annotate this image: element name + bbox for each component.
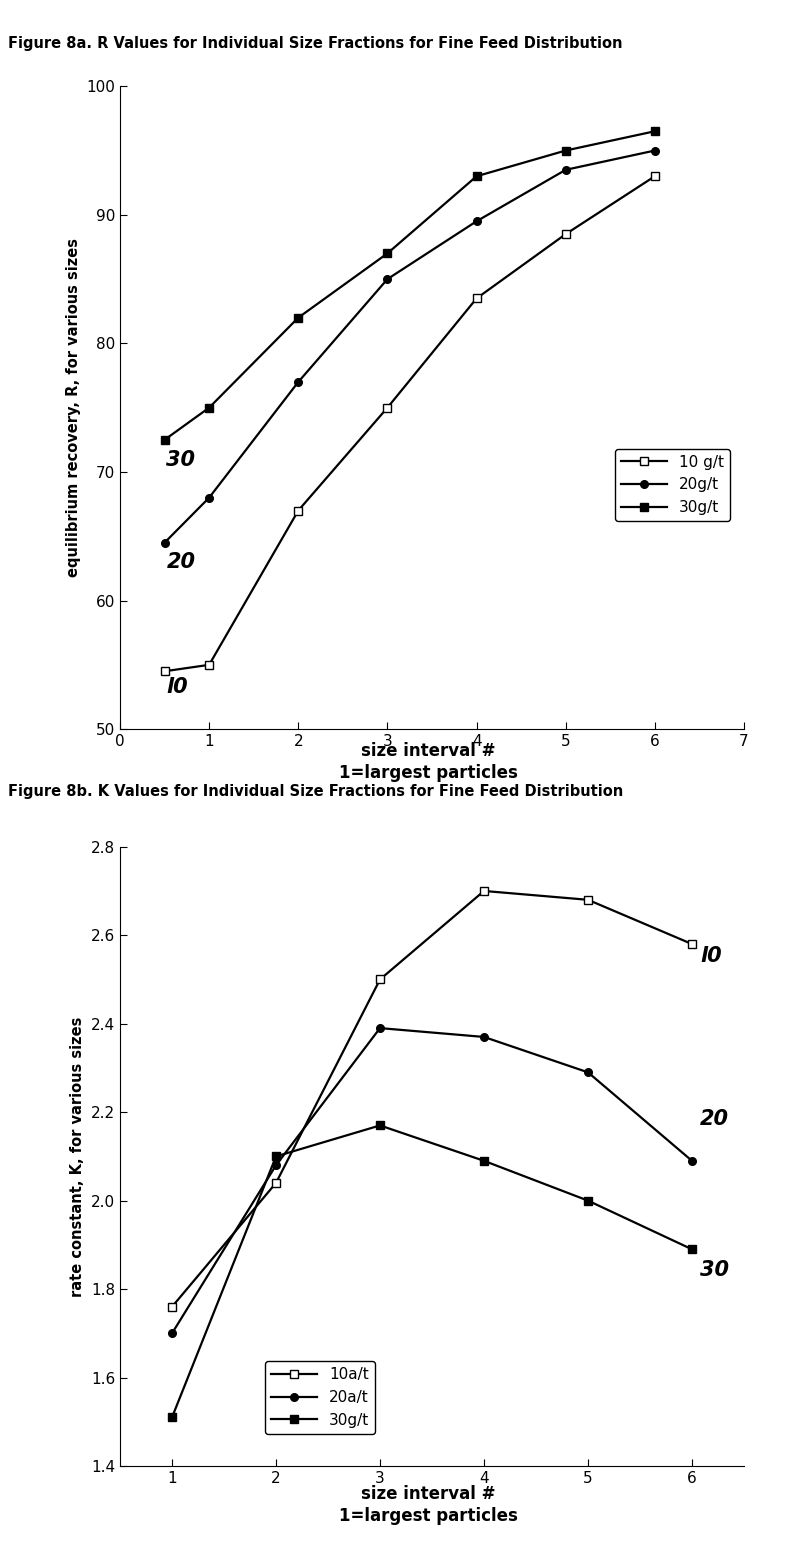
20g/t: [472, 212, 482, 230]
30g/t: [167, 1408, 177, 1427]
Line: 30g/t: 30g/t: [168, 1121, 696, 1421]
30g/t: [561, 141, 570, 160]
Y-axis label: equilibrium recovery, R, for various sizes: equilibrium recovery, R, for various siz…: [66, 238, 81, 577]
10a/t: [583, 891, 593, 909]
Y-axis label: rate constant, K, for various sizes: rate constant, K, for various sizes: [70, 1016, 86, 1297]
20g/t: [382, 270, 392, 289]
Legend: 10 g/t, 20g/t, 30g/t: 10 g/t, 20g/t, 30g/t: [615, 448, 730, 521]
20g/t: [204, 488, 214, 506]
30g/t: [204, 398, 214, 417]
Text: l0: l0: [700, 946, 722, 966]
10 g/t: [650, 166, 660, 185]
Text: 1=largest particles: 1=largest particles: [338, 1507, 518, 1524]
30g/t: [160, 431, 170, 450]
30g/t: [650, 122, 660, 141]
30g/t: [583, 1192, 593, 1210]
20g/t: [294, 373, 303, 392]
20a/t: [583, 1063, 593, 1082]
10a/t: [271, 1173, 281, 1192]
30g/t: [472, 166, 482, 185]
10 g/t: [204, 655, 214, 674]
10a/t: [375, 971, 385, 989]
Line: 10 g/t: 10 g/t: [161, 172, 658, 676]
30g/t: [382, 245, 392, 263]
Line: 10a/t: 10a/t: [168, 887, 696, 1311]
Line: 30g/t: 30g/t: [161, 127, 658, 444]
10 g/t: [561, 224, 570, 243]
30g/t: [271, 1148, 281, 1167]
10 g/t: [472, 289, 482, 307]
10a/t: [687, 935, 697, 953]
Line: 20a/t: 20a/t: [168, 1024, 696, 1338]
Line: 20g/t: 20g/t: [161, 147, 658, 547]
10 g/t: [382, 398, 392, 417]
30g/t: [375, 1116, 385, 1135]
30g/t: [479, 1151, 489, 1170]
Text: 1=largest particles: 1=largest particles: [338, 764, 518, 781]
20a/t: [687, 1151, 697, 1170]
20a/t: [479, 1027, 489, 1046]
Text: l0: l0: [166, 677, 188, 698]
Text: Figure 8a. R Values for Individual Size Fractions for Fine Feed Distribution: Figure 8a. R Values for Individual Size …: [8, 36, 622, 52]
Text: 30: 30: [700, 1259, 730, 1279]
20a/t: [271, 1156, 281, 1174]
Text: size interval #: size interval #: [361, 1485, 495, 1502]
Text: Figure 8b. K Values for Individual Size Fractions for Fine Feed Distribution: Figure 8b. K Values for Individual Size …: [8, 784, 623, 800]
20g/t: [561, 160, 570, 179]
Text: 20: 20: [700, 1110, 730, 1129]
20g/t: [160, 533, 170, 552]
20g/t: [650, 141, 660, 160]
Text: 20: 20: [166, 552, 195, 572]
Legend: 10a/t, 20a/t, 30g/t: 10a/t, 20a/t, 30g/t: [265, 1361, 375, 1433]
30g/t: [687, 1240, 697, 1259]
Text: 30: 30: [166, 450, 195, 469]
30g/t: [294, 309, 303, 328]
10 g/t: [160, 662, 170, 681]
Text: size interval #: size interval #: [361, 742, 495, 759]
20a/t: [167, 1323, 177, 1342]
10 g/t: [294, 502, 303, 521]
10a/t: [167, 1297, 177, 1316]
20a/t: [375, 1019, 385, 1038]
10a/t: [479, 881, 489, 900]
